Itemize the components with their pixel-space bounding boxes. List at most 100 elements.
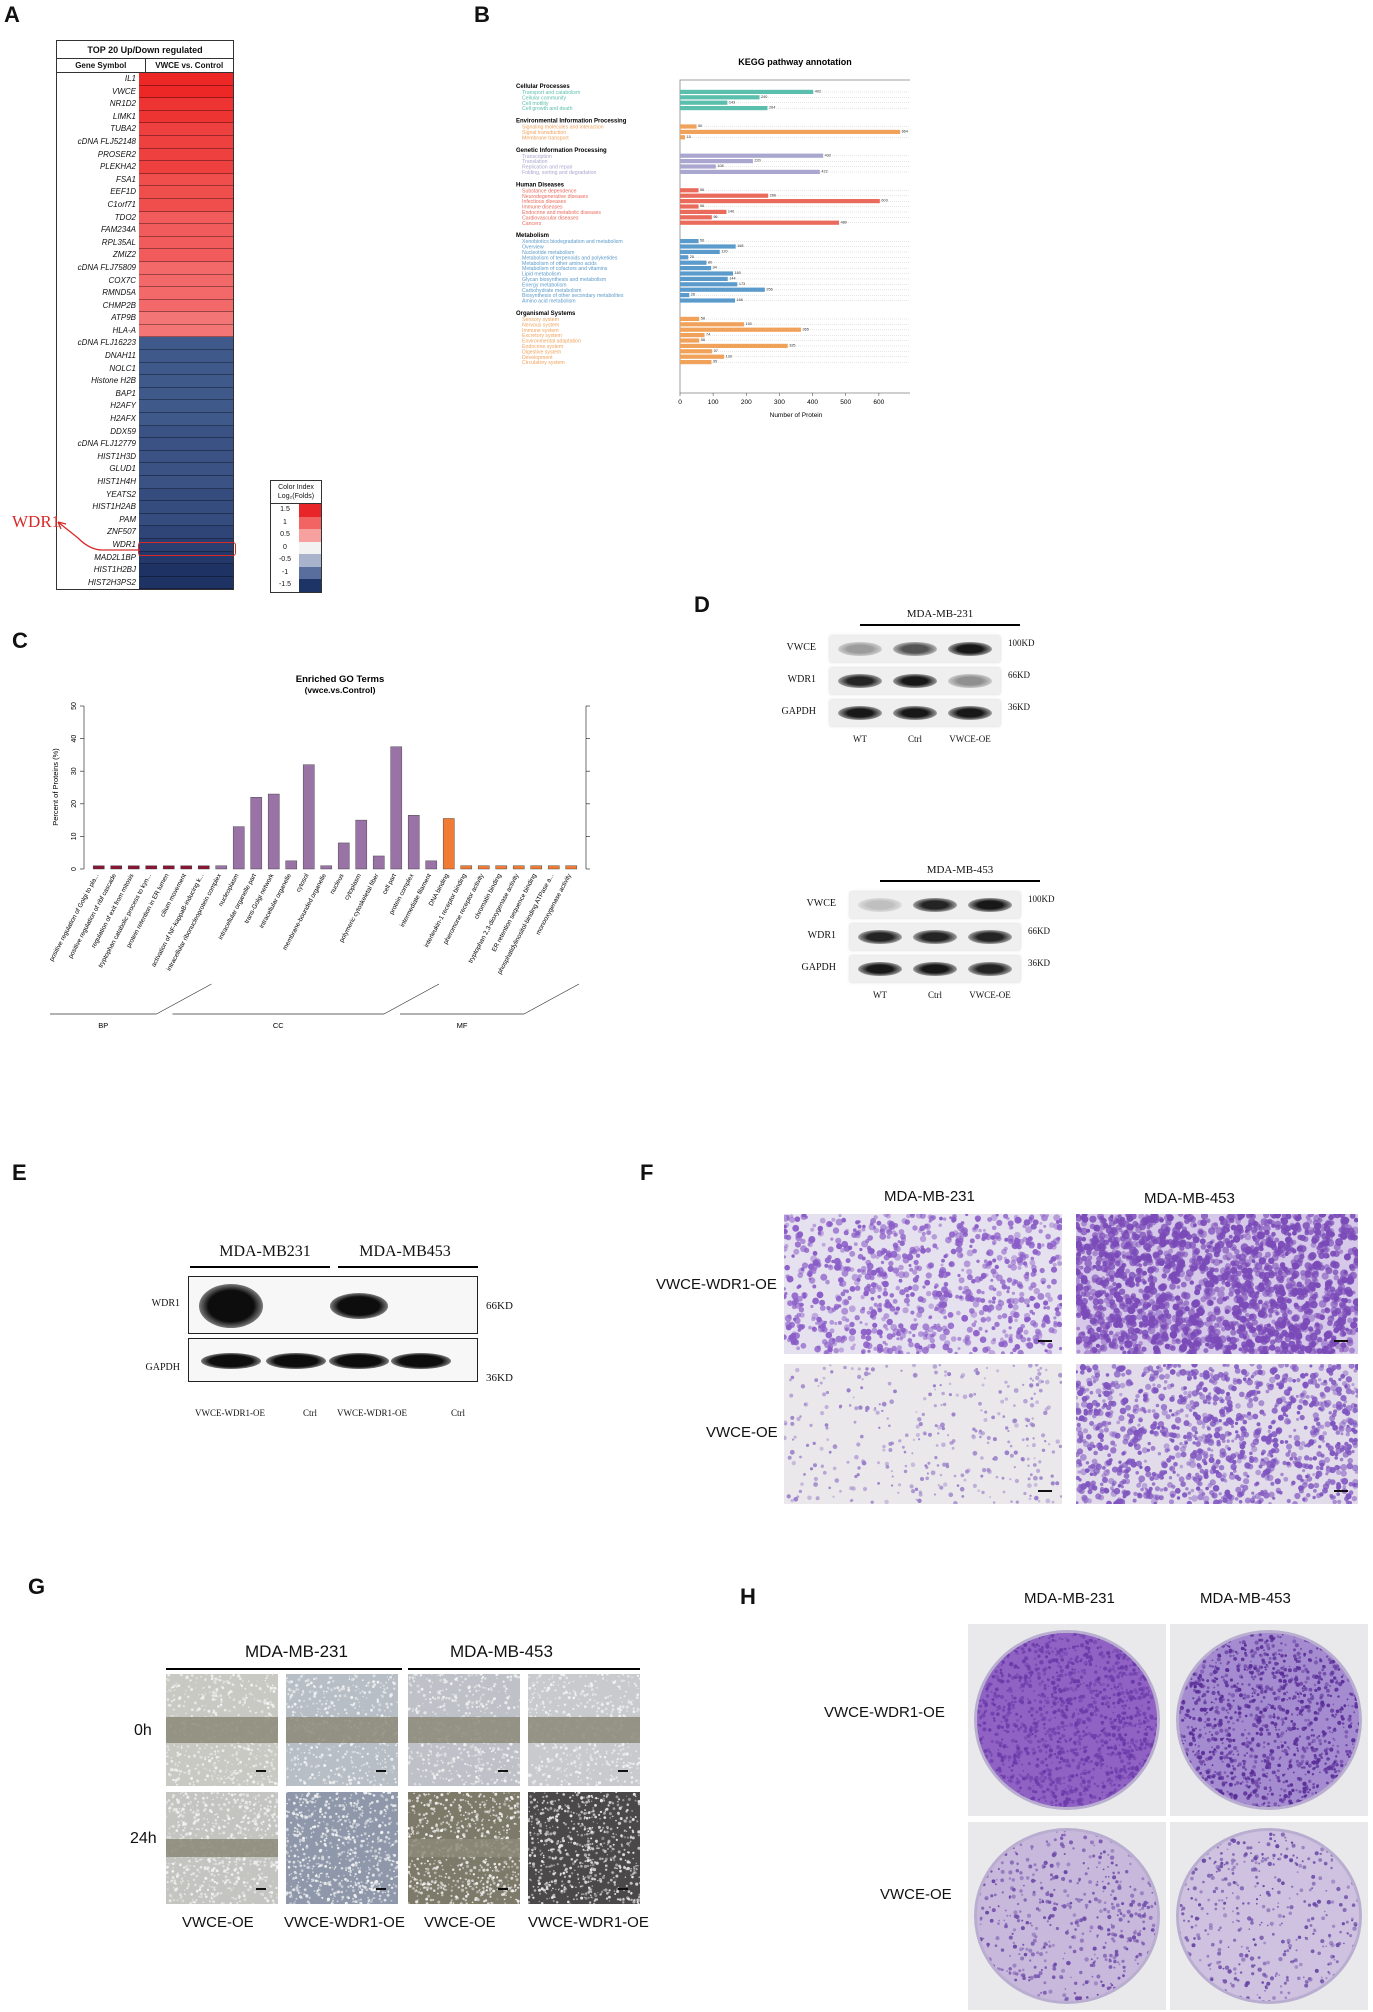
gene-symbol: cDNA FLJ52148 xyxy=(77,136,136,146)
go-bar xyxy=(145,865,158,870)
kegg-pathway-label: Translation xyxy=(522,159,548,165)
heatmap-cell xyxy=(139,337,233,351)
kegg-pathway-label: Xenobiotics biodegradation and metabolis… xyxy=(522,239,623,245)
kegg-tick-label: 300 xyxy=(774,399,785,406)
protein-band xyxy=(838,674,882,688)
kegg-bar xyxy=(680,327,801,332)
go-group-label: MF xyxy=(457,1021,468,1030)
go-ytick-label: 50 xyxy=(71,702,78,710)
go-bar xyxy=(215,865,228,870)
kegg-bar-value: 166 xyxy=(737,298,743,302)
heatmap-cell xyxy=(139,85,233,99)
wound-image xyxy=(286,1674,398,1786)
kegg-pathway-label: Signal transduction xyxy=(522,130,566,136)
wdr1-highlight-box xyxy=(138,542,236,556)
heatmap-cell xyxy=(139,110,233,124)
go-category-label: monooxygenase activity xyxy=(535,872,574,936)
heatmap-cell xyxy=(139,350,233,363)
kegg-pathway-label: Sensory system xyxy=(522,317,559,323)
group-underline xyxy=(338,1266,478,1268)
kegg-pathway-label: Replication and repair xyxy=(522,165,573,171)
group-label: MDA-MB231 xyxy=(219,1243,311,1260)
group-underline xyxy=(880,880,1040,882)
photo-texture xyxy=(1076,1364,1358,1504)
gene-symbol: C1orf71 xyxy=(107,199,136,209)
heatmap-row: EEF1D xyxy=(57,186,233,199)
transwell-image xyxy=(784,1214,1062,1354)
scale-bar xyxy=(256,1888,266,1890)
heatmap-table: TOP 20 Up/Down regulated Gene Symbol VWC… xyxy=(56,40,234,591)
scale-bar xyxy=(376,1770,386,1772)
kegg-tick-label: 200 xyxy=(741,399,752,406)
scale-bar xyxy=(498,1888,508,1890)
row-label: 24h xyxy=(130,1830,157,1847)
kegg-bar xyxy=(680,220,840,225)
go-category-label: polymeric cytoskeletal fiber xyxy=(338,872,381,944)
legend-row: -0.5 xyxy=(271,554,321,567)
heatmap-cell xyxy=(139,161,233,174)
gene-symbol: ZMIZ2 xyxy=(112,250,136,260)
kegg-bar-value: 480 xyxy=(841,220,847,224)
wound-gap xyxy=(408,1839,520,1857)
heatmap-header: Gene Symbol VWCE vs. Control xyxy=(57,59,233,73)
wound-image xyxy=(408,1674,520,1786)
gene-symbol: EEF1D xyxy=(110,187,136,197)
legend-row: -1 xyxy=(271,566,321,579)
go-subtitle: (vwce.vs.Control) xyxy=(305,685,376,695)
kegg-bar-value: 160 xyxy=(735,271,741,275)
petri-dish xyxy=(974,1630,1160,1810)
kegg-pathway-label: Transport and catabolism xyxy=(522,90,580,96)
protein-band xyxy=(858,898,902,912)
go-bar xyxy=(267,793,280,870)
protein-band xyxy=(858,930,902,944)
photo-texture xyxy=(1179,1831,1359,2001)
legend-swatch xyxy=(299,516,321,529)
kegg-bar-value: 256 xyxy=(766,287,772,291)
wound-gap xyxy=(408,1717,520,1743)
gene-symbol: HIST2H3PS2 xyxy=(87,577,136,587)
scale-bar xyxy=(618,1888,628,1890)
heatmap-cell xyxy=(139,362,233,376)
heatmap-row: DNAH11 xyxy=(57,350,233,363)
photo-texture xyxy=(1076,1214,1358,1354)
kegg-pathway-label: Circulatory system xyxy=(522,360,565,366)
legend-swatch xyxy=(299,579,321,592)
kegg-bar-value: 422 xyxy=(821,170,827,174)
heatmap-row: NR1D2 xyxy=(57,98,233,111)
gene-symbol: NR1D2 xyxy=(109,99,136,109)
heatmap-cell xyxy=(139,501,233,514)
group-underline xyxy=(860,624,1020,626)
heatmap-cell xyxy=(139,135,233,149)
legend-value: 1 xyxy=(283,518,287,526)
wound-image xyxy=(286,1792,398,1904)
go-ytick-label: 20 xyxy=(71,800,78,808)
kegg-bar-value: 432 xyxy=(825,153,831,157)
go-bar xyxy=(250,797,263,870)
gene-symbol: COX7C xyxy=(108,275,136,285)
panel-label-a: A xyxy=(4,2,20,27)
legend-value: -1 xyxy=(281,568,289,576)
heatmap-row: PROSER2 xyxy=(57,148,233,162)
panel-label-h: H xyxy=(740,1584,756,1609)
kegg-pathway-label: Cell motility xyxy=(522,101,549,107)
kegg-pathway-label: Cellular community xyxy=(522,95,567,101)
kegg-bar-value: 94 xyxy=(713,266,717,270)
petri-dish xyxy=(974,1828,1160,2004)
gene-symbol: BAP1 xyxy=(115,388,136,398)
group-label: MDA-MB-453 xyxy=(450,1642,553,1661)
go-ytick-label: 0 xyxy=(71,867,78,871)
kegg-bar-value: 325 xyxy=(789,344,795,348)
heatmap-row: TDO2 xyxy=(57,211,233,225)
petri-dish xyxy=(1176,1630,1362,1810)
go-bar xyxy=(372,855,385,870)
kegg-bar xyxy=(680,169,820,174)
kegg-pathway-label: Endocrine system xyxy=(522,344,563,350)
gene-symbol: MAD2L1BP xyxy=(94,552,136,562)
heatmap-row: H2AFX xyxy=(57,413,233,426)
transwell-image xyxy=(1076,1214,1358,1354)
go-bar xyxy=(180,865,193,870)
protein-band xyxy=(913,930,957,944)
go-bar xyxy=(320,865,333,870)
kegg-xlabel: Number of Protein xyxy=(770,412,823,419)
go-bar xyxy=(460,865,473,870)
